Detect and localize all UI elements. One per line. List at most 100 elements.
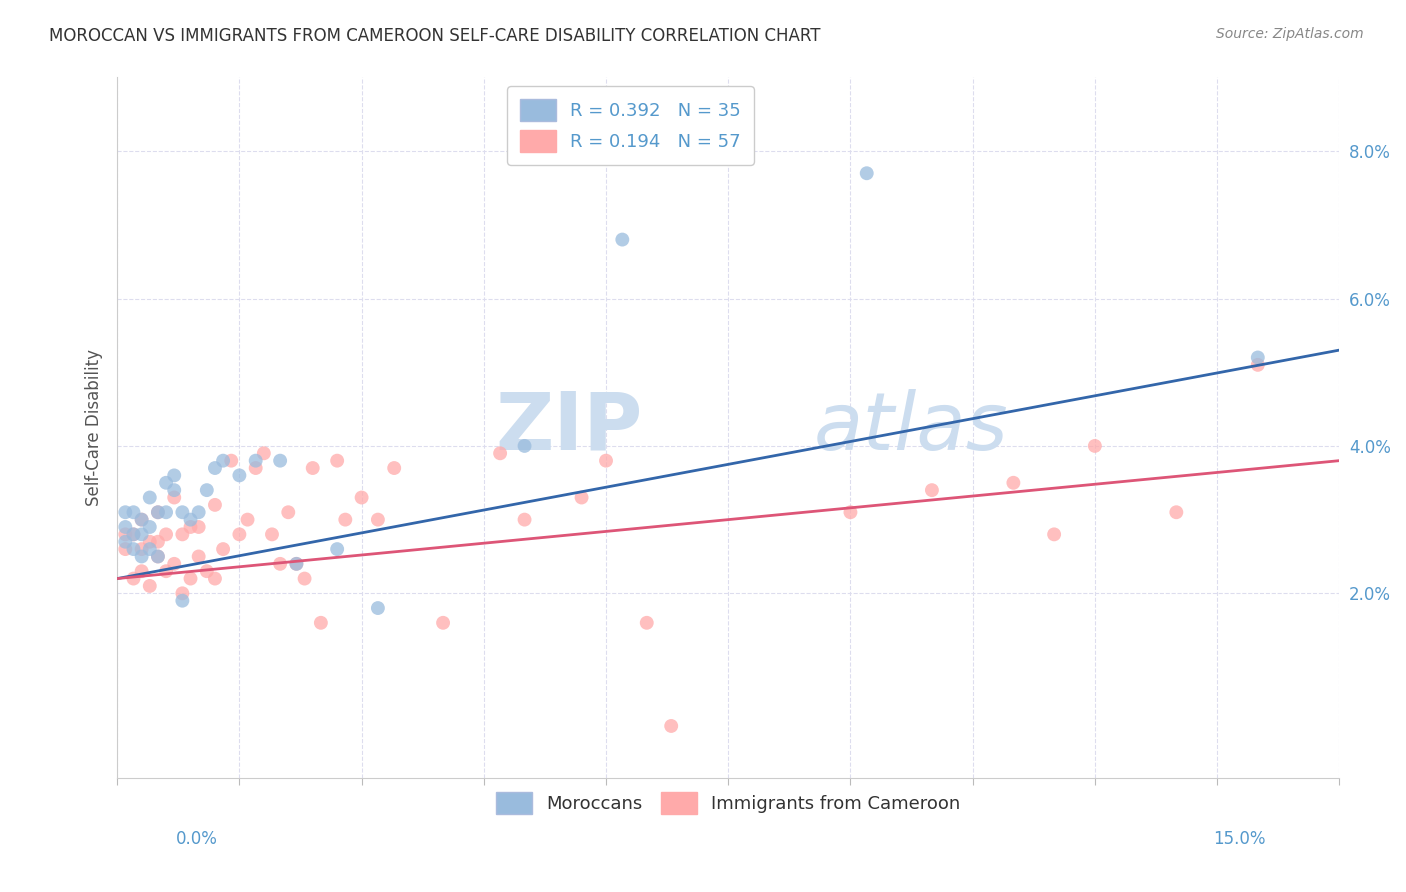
Y-axis label: Self-Care Disability: Self-Care Disability [86,349,103,506]
Point [114,505,136,519]
Point [180,520,202,534]
Point [131,564,153,578]
Point [219,453,242,467]
Point [114,527,136,541]
Point [1247,358,1270,372]
Point [180,513,202,527]
Point [228,468,250,483]
Point [212,542,235,557]
Text: 0.0%: 0.0% [176,830,218,847]
Point [294,572,316,586]
Point [122,505,145,519]
Text: atlas: atlas [814,389,1008,467]
Point [180,572,202,586]
Point [595,453,617,467]
Point [122,527,145,541]
Point [269,453,291,467]
Point [204,498,226,512]
Point [187,520,209,534]
Point [301,461,323,475]
Point [245,453,267,467]
Point [513,513,536,527]
Point [839,505,862,519]
Point [131,527,153,541]
Point [204,461,226,475]
Point [636,615,658,630]
Point [277,505,299,519]
Point [155,505,177,519]
Point [309,615,332,630]
Point [131,549,153,564]
Point [228,527,250,541]
Point [163,468,186,483]
Point [432,615,454,630]
Point [139,534,162,549]
Point [195,483,218,497]
Point [155,527,177,541]
Point [1247,351,1270,365]
Point [269,557,291,571]
Point [146,505,169,519]
Text: MOROCCAN VS IMMIGRANTS FROM CAMEROON SELF-CARE DISABILITY CORRELATION CHART: MOROCCAN VS IMMIGRANTS FROM CAMEROON SEL… [49,27,821,45]
Point [253,446,276,460]
Point [122,572,145,586]
Point [163,491,186,505]
Point [1043,527,1066,541]
Point [367,601,389,615]
Point [245,461,267,475]
Point [367,513,389,527]
Text: 15.0%: 15.0% [1213,830,1265,847]
Point [139,520,162,534]
Point [139,542,162,557]
Point [260,527,283,541]
Point [155,475,177,490]
Point [114,542,136,557]
Point [489,446,512,460]
Point [204,572,226,586]
Point [236,513,259,527]
Point [513,439,536,453]
Text: ZIP: ZIP [495,389,643,467]
Point [659,719,682,733]
Point [571,491,593,505]
Point [350,491,373,505]
Point [855,166,877,180]
Point [921,483,943,497]
Point [212,453,235,467]
Point [146,549,169,564]
Point [139,579,162,593]
Point [146,505,169,519]
Point [122,527,145,541]
Point [1002,475,1025,490]
Point [326,453,349,467]
Point [172,593,194,607]
Point [139,491,162,505]
Point [114,520,136,534]
Point [155,564,177,578]
Point [382,461,405,475]
Point [1084,439,1107,453]
Point [131,542,153,557]
Legend: Moroccans, Immigrants from Cameroon: Moroccans, Immigrants from Cameroon [485,780,972,824]
Point [335,513,357,527]
Point [146,534,169,549]
Point [326,542,349,557]
Point [122,542,145,557]
Text: Source: ZipAtlas.com: Source: ZipAtlas.com [1216,27,1364,41]
Point [187,549,209,564]
Point [285,557,308,571]
Point [612,233,634,247]
Point [1166,505,1188,519]
Point [131,513,153,527]
Point [172,586,194,600]
Point [146,549,169,564]
Point [172,527,194,541]
Point [187,505,209,519]
Point [172,505,194,519]
Point [163,483,186,497]
Point [114,534,136,549]
Point [163,557,186,571]
Point [195,564,218,578]
Point [131,513,153,527]
Point [285,557,308,571]
